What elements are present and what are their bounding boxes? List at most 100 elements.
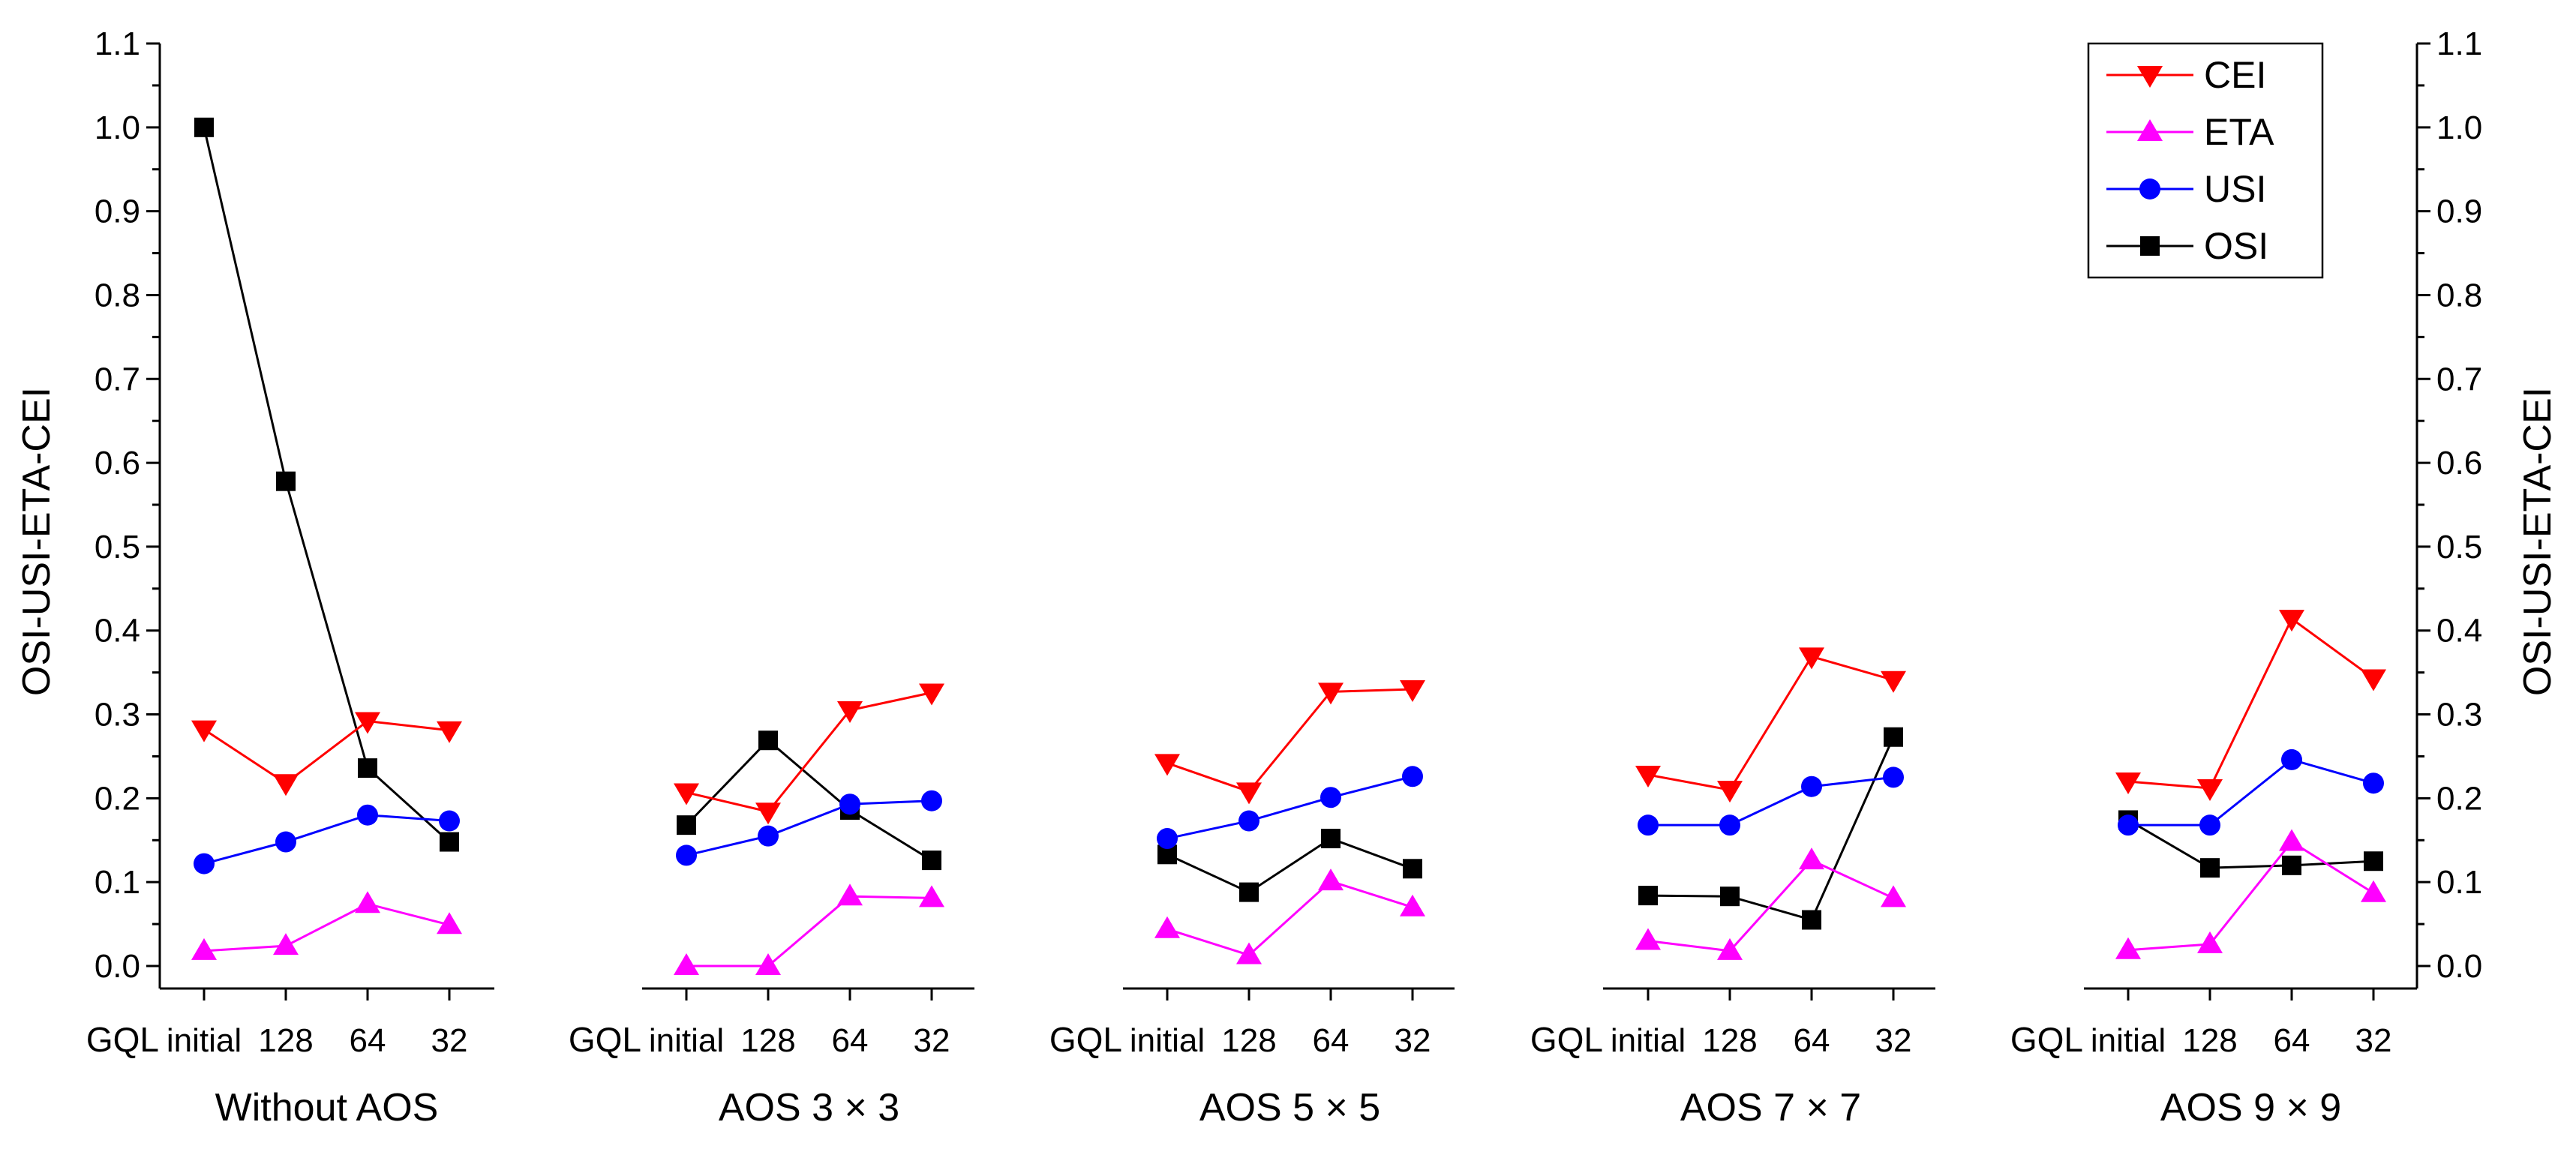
data-point-osi [922, 850, 941, 871]
x-tick-label: initial [167, 1022, 242, 1059]
x-tick-label: 128 [258, 1022, 313, 1059]
data-point-eta [1881, 885, 1906, 908]
series-line-cei [1647, 655, 1894, 791]
series-usi [2118, 748, 2384, 836]
series-eta [674, 884, 944, 975]
data-point-osi [358, 758, 377, 778]
data-point-eta [2115, 937, 2141, 959]
series-usi [194, 804, 460, 874]
data-point-usi [439, 810, 460, 832]
legend-box [2087, 42, 2324, 279]
data-point-osi [2364, 851, 2383, 872]
series-line-usi [686, 800, 932, 856]
data-point-cei [2279, 610, 2304, 632]
data-point-osi [1403, 859, 1422, 879]
data-point-eta [437, 912, 462, 934]
data-point-cei [1635, 766, 1661, 788]
series-line-cei [1166, 688, 1413, 794]
left-y-tick-label: 0.6 [95, 445, 140, 482]
right-y-tick-label: 0.2 [2436, 780, 2482, 817]
series-osi [2118, 810, 2383, 878]
series-osi [194, 117, 459, 852]
data-point-usi [839, 794, 860, 815]
series-line-osi [1166, 837, 1413, 894]
gql-label: GQL [569, 1020, 641, 1059]
data-point-usi [2281, 748, 2302, 770]
data-point-usi [1402, 766, 1423, 788]
data-point-osi [1638, 886, 1658, 906]
data-point-usi [1157, 828, 1178, 850]
data-point-usi [2199, 814, 2220, 836]
series-eta [2115, 829, 2386, 959]
data-point-eta [919, 885, 944, 908]
x-tick-label: 64 [1313, 1022, 1350, 1059]
data-point-cei [1881, 670, 1906, 693]
legend-marker-cei [2137, 66, 2163, 88]
left-y-tick-label: 0.1 [95, 864, 140, 901]
legend-marker-usi [2139, 178, 2160, 200]
series-cei [1635, 647, 1906, 803]
series-cei [1154, 680, 1425, 805]
data-point-eta [1400, 894, 1425, 916]
series-line-eta [2127, 840, 2374, 952]
series-line-usi [1648, 776, 1894, 826]
data-point-usi [676, 844, 697, 866]
data-point-eta [355, 891, 380, 914]
left-y-axis: 0.0 0.1 0.2 0.3 0.4 0.5 0.6 0.7 0.8 0.9 1.0 1.1 [95, 26, 161, 988]
group-title: AOS 7 × 7 [1680, 1086, 1861, 1130]
data-point-cei [837, 700, 863, 723]
left-y-tick-label: 0.4 [95, 613, 140, 650]
series-line-cei [203, 719, 450, 785]
x-tick-label: initial [1611, 1022, 1686, 1059]
panel-4: initial 128 64 32 GQL AOS 7 × 7 [1530, 647, 1935, 1130]
series-line-eta [686, 895, 932, 968]
data-point-osi [1802, 910, 1821, 930]
right-y-tick-label: 0.0 [2436, 948, 2482, 985]
series-line-usi [1166, 775, 1413, 840]
data-point-usi [1638, 814, 1659, 836]
data-point-eta [2279, 829, 2304, 851]
left-y-tick-label: 1.0 [95, 110, 140, 146]
left-y-tick-label: 0.9 [95, 194, 140, 230]
data-point-usi [275, 831, 296, 853]
panel-3: initial 128 64 32 GQL AOS 5 × 5 [1049, 680, 1455, 1130]
data-point-usi [2363, 772, 2384, 794]
data-point-osi [194, 117, 214, 137]
x-tick-label: initial [1130, 1022, 1205, 1059]
data-point-cei [1717, 781, 1743, 803]
data-point-cei [1318, 682, 1344, 705]
series-line-usi [203, 814, 450, 866]
data-point-cei [191, 720, 217, 742]
data-point-eta [1154, 916, 1180, 938]
series-line-eta [1647, 859, 1894, 952]
data-point-usi [357, 804, 378, 826]
data-point-osi [758, 730, 778, 751]
data-point-osi [2282, 855, 2301, 875]
data-point-cei [1154, 754, 1180, 776]
gql-label: GQL [2010, 1020, 2083, 1059]
data-point-cei [355, 712, 380, 734]
x-tick-label: 64 [2274, 1022, 2310, 1059]
data-point-osi [1720, 886, 1740, 907]
x-tick-label: 128 [740, 1022, 795, 1059]
series-osi [1157, 829, 1422, 902]
panel-2: initial 128 64 32 GQL AOS 3 × 3 [569, 683, 974, 1130]
left-y-tick-label: 0.3 [95, 697, 140, 734]
data-point-eta [273, 933, 299, 956]
left-y-tick-label: 1.1 [95, 26, 140, 62]
data-point-osi [1239, 882, 1259, 902]
data-point-eta [2361, 880, 2386, 902]
data-point-osi [2200, 858, 2220, 878]
x-tick-label: 64 [832, 1022, 869, 1059]
data-point-eta [1318, 868, 1344, 891]
legend-marker-eta [2137, 119, 2163, 141]
right-y-tick-label: 1.1 [2436, 26, 2482, 62]
data-point-osi [1321, 829, 1341, 849]
data-point-cei [2115, 772, 2141, 794]
series-osi [1638, 727, 1903, 930]
series-line-osi [685, 739, 932, 862]
x-tick-label: 32 [1875, 1022, 1912, 1059]
series-line-osi [203, 127, 451, 843]
panel-5: initial 128 64 32 GQL AOS 9 × 9 [2010, 610, 2417, 1130]
